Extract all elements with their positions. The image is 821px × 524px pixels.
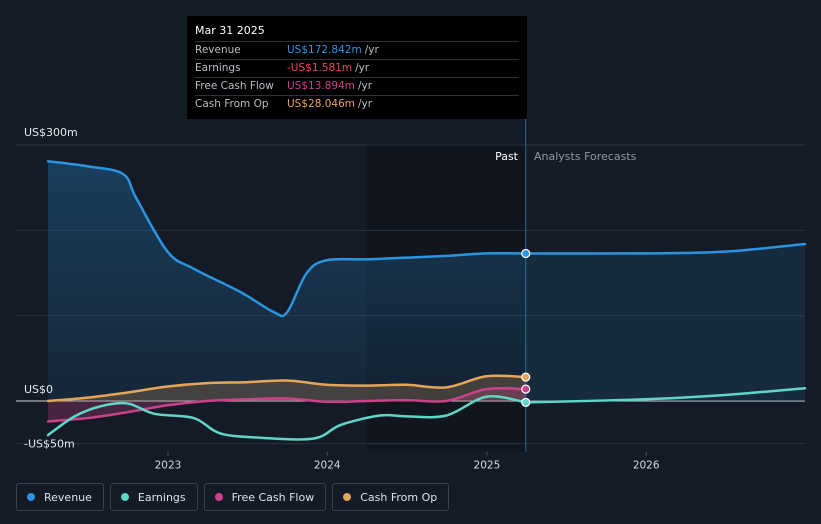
cash-from-op-line <box>46 374 528 403</box>
revenue-forecast-line <box>524 242 807 255</box>
free-cash-flow-line <box>46 386 528 423</box>
segment-past-label: Past <box>495 150 519 163</box>
revenue-dot-icon <box>27 493 35 501</box>
legend-item-revenue[interactable]: Revenue <box>16 483 104 511</box>
lines <box>46 159 807 441</box>
tooltip-label: Revenue <box>195 44 241 56</box>
tooltip-value: US$172.842m <box>287 44 362 56</box>
legend-label: Cash From Op <box>360 490 438 504</box>
tooltip-value: -US$1.581m <box>287 62 353 74</box>
cash-from-op-dot-icon <box>343 493 352 501</box>
cash-from-op-area <box>48 375 526 401</box>
tooltip-unit: /yr <box>364 44 379 56</box>
x-tick-label: 2025 <box>474 460 501 472</box>
y-tick-label: US$0 <box>24 383 53 396</box>
tooltip-label: Free Cash Flow <box>195 80 274 92</box>
tooltip-value: US$28.046m <box>287 98 355 110</box>
earnings-marker <box>521 397 531 407</box>
earnings-dot-icon <box>120 493 129 501</box>
free-cash-flow-dot-icon <box>214 493 223 501</box>
tooltip-label: Cash From Op <box>195 98 269 110</box>
tooltip-unit: /yr <box>358 98 373 110</box>
tooltip-row-revenue: Revenue US$172.842m /yr <box>195 41 519 59</box>
tooltip-value: US$13.894m <box>287 80 355 92</box>
cash-from-op-marker <box>521 372 531 382</box>
areas <box>48 161 805 422</box>
tooltip-row-free-cash-flow: Free Cash Flow US$13.894m /yr <box>195 77 519 95</box>
revenue-marker <box>521 248 531 259</box>
legend-item-free-cash-flow[interactable]: Free Cash Flow <box>203 483 327 511</box>
segment-forecast-label: Analysts Forecasts <box>534 150 637 163</box>
tooltip: Mar 31 2025 Revenue US$172.842m /yr Earn… <box>187 16 527 119</box>
x-tick-label: 2024 <box>314 460 341 472</box>
legend-item-cash-from-op[interactable]: Cash From Op <box>332 483 450 511</box>
markers <box>521 248 531 407</box>
free-cash-flow-marker <box>521 384 531 394</box>
y-tick-label: US$300m <box>24 126 78 139</box>
y-tick-label: -US$50m <box>24 438 75 451</box>
tooltip-row-cash-from-op: Cash From Op US$28.046m /yr <box>195 95 519 113</box>
tooltip-row-earnings: Earnings -US$1.581m /yr <box>195 59 519 77</box>
legend-label: Free Cash Flow <box>231 490 315 504</box>
tooltip-label: Earnings <box>195 62 241 74</box>
x-tick-label: 2026 <box>633 460 660 472</box>
earnings-forecast-line <box>524 386 807 404</box>
legend-item-earnings[interactable]: Earnings <box>109 483 198 511</box>
legend-label: Earnings <box>137 490 186 504</box>
earnings-line <box>46 395 528 441</box>
legend: Revenue Earnings Free Cash Flow Cash Fro… <box>16 483 455 511</box>
y-axis-labels: US$300m US$0 -US$50m <box>24 126 78 451</box>
revenue-area <box>48 161 526 401</box>
x-axis-labels: 2023 2024 2025 2026 <box>155 451 660 472</box>
tooltip-unit: /yr <box>358 80 373 92</box>
revenue-line <box>46 159 528 318</box>
revenue-forecast-area <box>525 243 805 401</box>
legend-label: Revenue <box>44 490 92 504</box>
tooltip-unit: /yr <box>355 62 370 74</box>
tooltip-date: Mar 31 2025 <box>195 24 265 37</box>
x-tick-label: 2023 <box>155 460 182 472</box>
